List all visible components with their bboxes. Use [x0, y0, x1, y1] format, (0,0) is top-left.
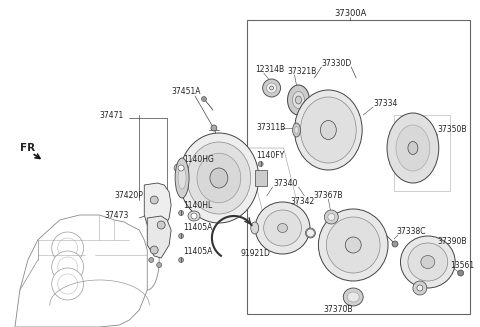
- Ellipse shape: [188, 211, 200, 221]
- Text: 37321B: 37321B: [288, 67, 317, 77]
- Ellipse shape: [251, 222, 259, 234]
- Circle shape: [179, 165, 183, 170]
- Text: 37390B: 37390B: [438, 237, 467, 247]
- Ellipse shape: [210, 168, 228, 188]
- Text: 37340: 37340: [274, 179, 298, 187]
- Bar: [255, 170, 267, 186]
- Text: 1140HG: 1140HG: [183, 156, 214, 164]
- Circle shape: [202, 96, 206, 101]
- Text: 37311B: 37311B: [257, 124, 286, 132]
- Ellipse shape: [408, 142, 418, 154]
- Text: 37370B: 37370B: [324, 305, 353, 315]
- Ellipse shape: [318, 209, 388, 281]
- Circle shape: [58, 274, 78, 294]
- Text: 11405A: 11405A: [183, 248, 213, 256]
- Circle shape: [328, 214, 335, 220]
- Ellipse shape: [300, 97, 356, 163]
- Circle shape: [179, 257, 183, 263]
- Circle shape: [270, 86, 274, 90]
- Ellipse shape: [396, 125, 430, 171]
- Circle shape: [149, 257, 154, 263]
- Circle shape: [263, 79, 281, 97]
- Polygon shape: [15, 215, 147, 327]
- Ellipse shape: [175, 158, 189, 198]
- Bar: [247, 20, 469, 314]
- Circle shape: [52, 251, 84, 283]
- Ellipse shape: [292, 92, 304, 109]
- Ellipse shape: [343, 288, 363, 306]
- Circle shape: [58, 238, 78, 258]
- Polygon shape: [144, 183, 171, 235]
- Circle shape: [306, 229, 314, 237]
- Ellipse shape: [277, 223, 288, 232]
- Text: 37342: 37342: [290, 198, 315, 206]
- Text: 1140FY: 1140FY: [257, 150, 285, 160]
- Ellipse shape: [264, 210, 301, 246]
- Ellipse shape: [292, 123, 300, 137]
- Text: 37334: 37334: [373, 98, 397, 108]
- Ellipse shape: [187, 142, 251, 214]
- Text: 37471: 37471: [99, 111, 124, 119]
- Text: 1140HL: 1140HL: [183, 200, 212, 210]
- Text: 37330D: 37330D: [321, 59, 351, 67]
- Circle shape: [267, 83, 276, 93]
- Text: FR: FR: [20, 143, 35, 153]
- Circle shape: [58, 257, 78, 277]
- Ellipse shape: [179, 133, 259, 223]
- Circle shape: [324, 210, 338, 224]
- Text: 13561: 13561: [450, 261, 474, 269]
- Circle shape: [211, 125, 217, 131]
- Ellipse shape: [295, 90, 362, 170]
- Circle shape: [150, 246, 158, 254]
- Text: 37473: 37473: [105, 211, 129, 219]
- Text: 37350B: 37350B: [438, 126, 467, 134]
- Ellipse shape: [421, 255, 435, 268]
- Circle shape: [179, 233, 183, 238]
- Ellipse shape: [326, 217, 380, 273]
- Circle shape: [150, 196, 158, 204]
- Circle shape: [52, 232, 84, 264]
- Ellipse shape: [347, 292, 359, 302]
- Text: 37451A: 37451A: [171, 88, 201, 96]
- Text: 37420P: 37420P: [114, 192, 144, 200]
- Circle shape: [457, 270, 464, 276]
- Ellipse shape: [288, 85, 310, 115]
- Polygon shape: [147, 216, 171, 258]
- Circle shape: [156, 263, 162, 267]
- Ellipse shape: [345, 237, 361, 253]
- Circle shape: [258, 162, 263, 166]
- Ellipse shape: [408, 243, 448, 281]
- Ellipse shape: [305, 228, 315, 238]
- Text: 37367B: 37367B: [313, 191, 343, 199]
- Text: 37300A: 37300A: [334, 9, 366, 19]
- Text: 11405A: 11405A: [183, 223, 213, 232]
- Circle shape: [178, 165, 184, 171]
- Text: 12314B: 12314B: [255, 65, 284, 75]
- Circle shape: [179, 211, 183, 215]
- Ellipse shape: [320, 121, 336, 140]
- Ellipse shape: [255, 202, 310, 254]
- Circle shape: [191, 213, 197, 219]
- Circle shape: [417, 285, 423, 291]
- Circle shape: [413, 281, 427, 295]
- Ellipse shape: [387, 113, 439, 183]
- Ellipse shape: [296, 96, 301, 104]
- Ellipse shape: [295, 127, 299, 133]
- Bar: [394, 115, 450, 191]
- Circle shape: [392, 241, 398, 247]
- Text: 91921D: 91921D: [241, 249, 271, 257]
- Ellipse shape: [197, 153, 241, 203]
- Ellipse shape: [174, 163, 188, 173]
- Circle shape: [157, 221, 165, 229]
- Circle shape: [52, 268, 84, 300]
- Ellipse shape: [178, 167, 186, 189]
- Ellipse shape: [400, 236, 455, 288]
- Text: 37338C: 37338C: [396, 227, 425, 235]
